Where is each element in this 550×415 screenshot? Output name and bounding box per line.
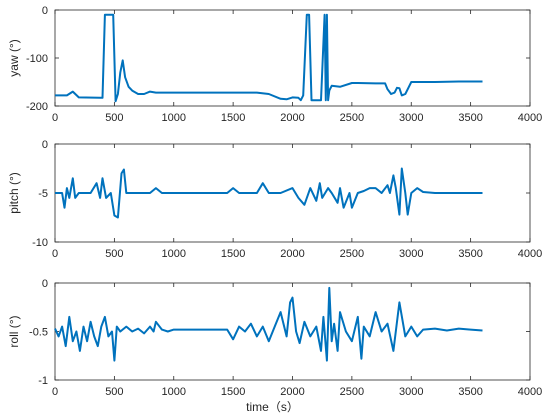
yaw-x-tick-label: 1500 <box>221 112 245 124</box>
pitch-x-tick-label: 2000 <box>280 248 304 260</box>
yaw-x-tick-label: 2500 <box>340 112 364 124</box>
yaw-series-line <box>55 13 483 103</box>
pitch-series-line <box>55 167 483 219</box>
roll-y-tick-label: 0 <box>42 278 48 290</box>
pitch-x-tick-label: 500 <box>105 248 123 260</box>
pitch-x-tick-label: 4000 <box>518 248 542 260</box>
yaw-subplot: 0 500 1000 1500 2000 2500 3000 3500 4000 -200 -100… <box>7 5 542 124</box>
yaw-y-tick-label: -200 <box>26 101 48 113</box>
roll-subplot: 0 500 1000 1500 2000 2500 3000 3500 4000 -1 -0.5 0 r… <box>7 278 542 414</box>
yaw-x-tick-label: 2000 <box>280 112 304 124</box>
yaw-x-tick-label: 3000 <box>399 112 423 124</box>
time-axis-label: time（s） <box>246 400 299 414</box>
yaw-y-tick-label: 0 <box>42 5 48 17</box>
pitch-y-tick-label: -5 <box>38 188 48 200</box>
roll-x-tick-label: 500 <box>105 386 123 398</box>
roll-y-tick-label: -0.5 <box>29 327 48 339</box>
pitch-x-tick-label: 3000 <box>399 248 423 260</box>
roll-x-tick-label: 0 <box>52 386 58 398</box>
roll-x-tick-label: 3000 <box>399 386 423 398</box>
pitch-y-tick-label: -10 <box>32 237 48 249</box>
pitch-y-axis-label: pitch (°) <box>7 172 21 213</box>
yaw-axes-box <box>54 9 531 107</box>
pitch-x-tick-label: 1000 <box>162 248 186 260</box>
roll-x-tick-label: 4000 <box>518 386 542 398</box>
roll-x-tick-label: 1500 <box>221 386 245 398</box>
roll-x-tick-label: 3500 <box>458 386 482 398</box>
pitch-x-tick-label: 3500 <box>458 248 482 260</box>
yaw-y-axis-label: yaw (°) <box>7 39 21 76</box>
pitch-x-tick-label: 0 <box>52 248 58 260</box>
pitch-y-tick-label: 0 <box>42 139 48 151</box>
roll-x-tick-label: 2500 <box>340 386 364 398</box>
roll-series-line <box>54 286 483 362</box>
yaw-x-tick-label: 4000 <box>518 112 542 124</box>
roll-x-tick-label: 1000 <box>162 386 186 398</box>
yaw-x-tick-label: 500 <box>105 112 123 124</box>
pitch-subplot: 0 500 1000 1500 2000 2500 3000 3500 4000 -10 -5 0 pi… <box>7 139 542 260</box>
roll-x-tick-label: 2000 <box>280 386 304 398</box>
yaw-x-tick-label: 3500 <box>458 112 482 124</box>
yaw-x-tick-label: 0 <box>52 112 58 124</box>
yaw-x-tick-label: 1000 <box>162 112 186 124</box>
pitch-x-tick-label: 2500 <box>340 248 364 260</box>
roll-y-axis-label: roll (°) <box>7 315 21 347</box>
yaw-y-tick-label: -100 <box>26 53 48 65</box>
pitch-x-tick-label: 1500 <box>221 248 245 260</box>
roll-y-tick-label: -1 <box>38 375 48 387</box>
